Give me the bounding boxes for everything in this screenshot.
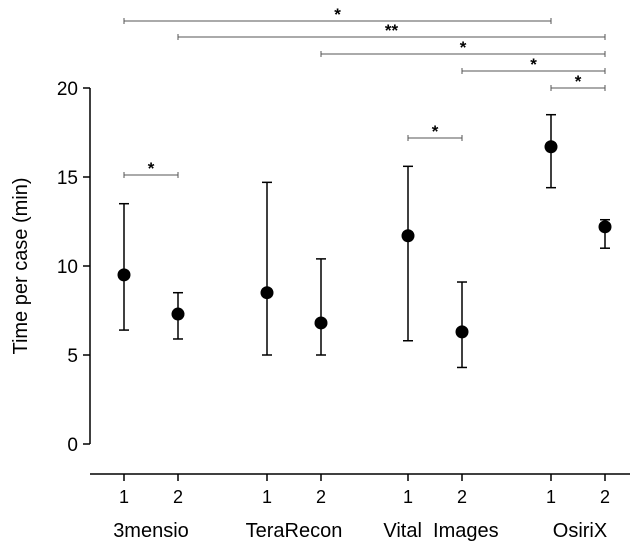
median-dot — [260, 286, 274, 300]
data-point — [171, 291, 185, 340]
significance-bracket: * — [461, 55, 606, 74]
median-dot — [401, 229, 415, 243]
data-point — [544, 113, 558, 189]
significance-label: * — [148, 159, 155, 178]
y-tick-label: 15 — [57, 168, 78, 189]
data-point — [455, 281, 469, 369]
group-label: OsiriX — [553, 520, 607, 542]
significance-label: * — [334, 5, 341, 24]
x-tick-label: 1 — [262, 487, 272, 507]
median-dot — [117, 268, 131, 282]
data-point — [314, 258, 328, 356]
x-tick-label: 2 — [316, 487, 326, 507]
y-tick-label: 20 — [57, 79, 78, 100]
significance-bracket: * — [320, 38, 606, 57]
group-label: TeraRecon — [246, 520, 343, 542]
significance-label: ** — [385, 21, 399, 40]
median-dot — [314, 316, 328, 330]
significance-brackets: ******** — [123, 5, 606, 178]
y-tick-label: 0 — [67, 435, 78, 456]
significance-bracket: * — [123, 5, 552, 24]
data-point — [117, 202, 131, 331]
data-point — [260, 181, 274, 356]
x-tick-label: 2 — [173, 487, 183, 507]
significance-bracket: ** — [177, 21, 606, 40]
group-label: 3mensio — [113, 520, 189, 542]
y-axis-label: Time per case (min) — [10, 177, 32, 354]
x-tick-label: 1 — [546, 487, 556, 507]
data-point — [598, 218, 612, 249]
x-axis: 1 2 3mensio 1 2 TeraRecon 1 2 Vital Images 1 2 Osir… — [90, 473, 630, 542]
data-point — [401, 165, 415, 342]
y-axis: 0 5 10 15 20 — [57, 79, 91, 456]
y-tick-label: 5 — [67, 346, 78, 367]
x-tick-label: 2 — [600, 487, 610, 507]
data-marks — [117, 113, 612, 369]
significance-label: * — [432, 122, 439, 141]
y-tick-label: 10 — [57, 257, 78, 278]
x-tick-label: 2 — [457, 487, 467, 507]
significance-label: * — [530, 55, 537, 74]
group-label: Vital Images — [383, 520, 498, 542]
significance-bracket: * — [550, 72, 606, 91]
x-tick-label: 1 — [119, 487, 129, 507]
median-dot — [598, 220, 612, 234]
significance-label: * — [460, 38, 467, 57]
significance-label: * — [575, 72, 582, 91]
median-dot — [455, 325, 469, 339]
median-dot — [544, 140, 558, 154]
significance-bracket: * — [407, 122, 463, 141]
x-tick-label: 1 — [403, 487, 413, 507]
median-dot — [171, 307, 185, 321]
significance-bracket: * — [123, 159, 179, 178]
